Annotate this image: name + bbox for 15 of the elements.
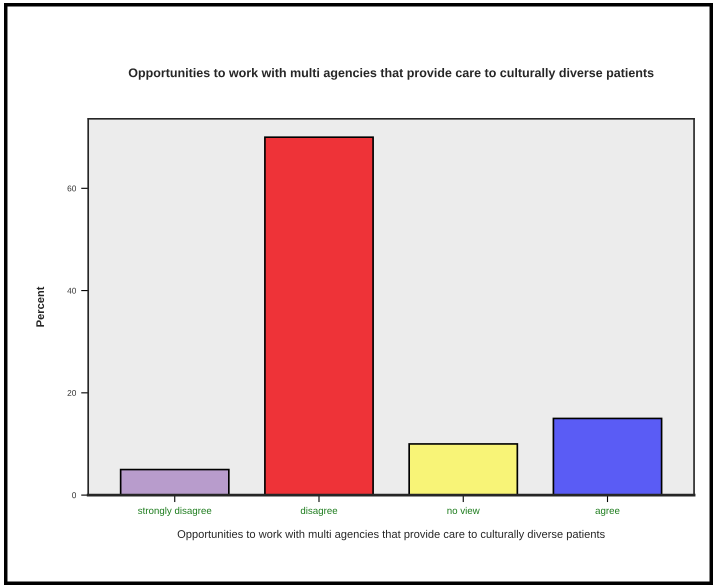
x-axis-title: Opportunities to work with multi agencies that provide care to culturally diverse patients — [178, 530, 605, 540]
bar — [552, 418, 662, 496]
x-tick-label: disagree — [300, 506, 338, 516]
y-tick-label: 40 — [67, 288, 76, 294]
x-tick-label: no view — [447, 506, 480, 514]
y-tick-label: 60 — [68, 186, 76, 192]
y-tick-label: 0 — [72, 492, 76, 498]
y-tick-label: 20 — [68, 390, 76, 396]
bar — [120, 468, 230, 496]
y-axis-title: Percent — [36, 286, 44, 327]
bar — [408, 443, 518, 496]
bar — [264, 136, 374, 496]
x-tick-label: strongly disagree — [138, 506, 212, 516]
chart-title: Opportunities to work with multi agencies that provide care to culturally diverse patients — [128, 68, 654, 80]
x-tick-label: agree — [595, 508, 620, 516]
